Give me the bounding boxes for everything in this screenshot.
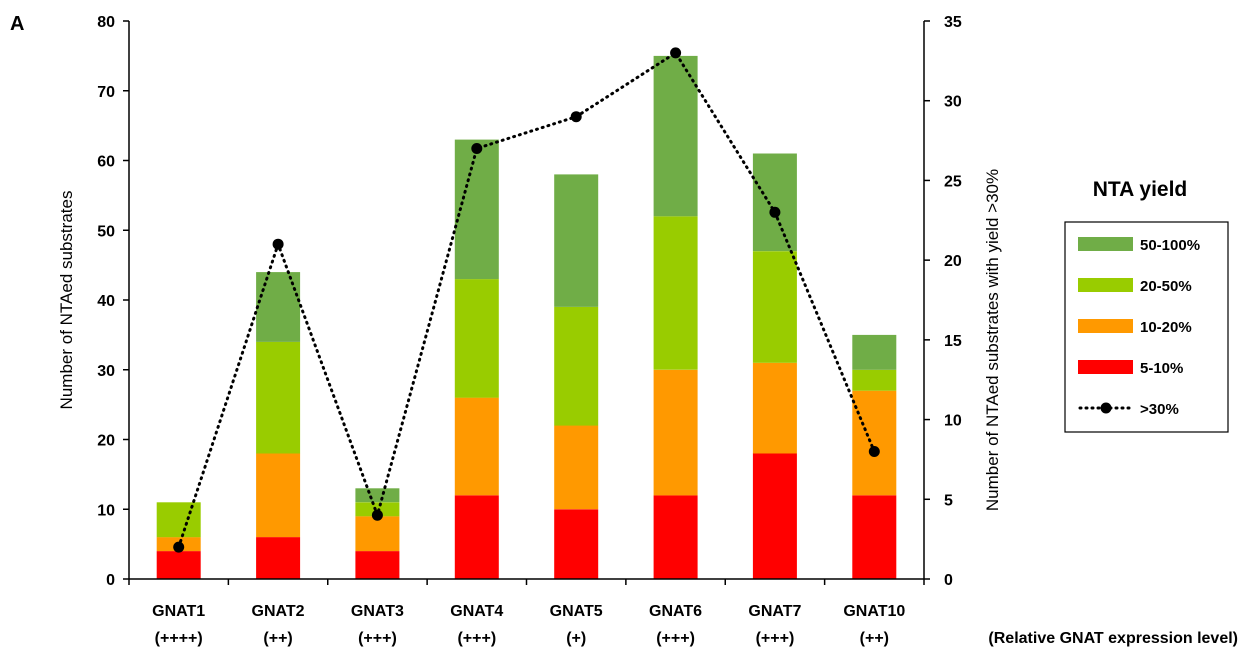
category-label: GNAT2 <box>252 603 305 620</box>
right-tick-label: 25 <box>944 173 962 190</box>
category-sublabel: (+) <box>566 630 586 647</box>
bar-segment <box>554 174 599 307</box>
category-sublabel: (+++) <box>358 630 397 647</box>
line-series <box>177 50 876 549</box>
category-sublabel: (++) <box>263 630 292 647</box>
bar-segment <box>454 279 499 398</box>
axes-layer <box>123 20 930 585</box>
right-tick-label: 10 <box>944 413 962 430</box>
bar-segment <box>653 55 698 217</box>
legend-swatch <box>1078 319 1133 333</box>
line-point <box>670 47 682 59</box>
bar-segment <box>752 453 797 579</box>
left-tick-label: 30 <box>97 363 115 380</box>
right-tick-label: 5 <box>944 492 953 509</box>
left-tick-label: 20 <box>97 433 115 450</box>
panel-label: A <box>10 13 24 35</box>
legend-label: >30% <box>1140 401 1179 418</box>
left-tick-label: 70 <box>97 84 115 101</box>
bar-segment <box>653 216 698 370</box>
category-label: GNAT3 <box>351 603 404 620</box>
left-tick-label: 10 <box>97 502 115 519</box>
bar-segment <box>256 453 301 538</box>
line-point <box>173 541 185 553</box>
bar-segment <box>256 341 301 454</box>
x-annotation: (Relative GNAT expression level) <box>988 630 1238 647</box>
legend: NTA yield 50-100% 20-50% 10-20% 5-10% >30% <box>1064 178 1229 433</box>
right-tick-label: 30 <box>944 94 962 111</box>
right-tick-label: 15 <box>944 333 962 350</box>
y2-axis-title: Number of NTAed substrates with yield >3… <box>983 169 1002 511</box>
category-label: GNAT4 <box>450 603 503 620</box>
legend-label: 20-50% <box>1140 278 1192 295</box>
legend-swatch <box>1078 360 1133 374</box>
bar-segment <box>752 251 797 363</box>
category-sublabel: (+++) <box>656 630 695 647</box>
bar-segment <box>852 390 897 496</box>
right-tick-label: 20 <box>944 253 962 270</box>
line-point <box>471 143 483 154</box>
line-point <box>570 111 582 123</box>
line-point <box>371 509 383 521</box>
left-tick-label: 40 <box>97 293 115 310</box>
bar-segment <box>852 334 897 370</box>
left-tick-label: 0 <box>106 572 115 589</box>
legend-label: 10-20% <box>1140 319 1192 336</box>
bar-segment <box>355 551 400 579</box>
line-point <box>868 446 880 457</box>
legend-swatch <box>1078 278 1133 292</box>
bar-segment <box>852 495 897 579</box>
bar-segment <box>256 537 301 579</box>
left-tick-label: 60 <box>97 154 115 171</box>
bar-segment <box>653 495 698 579</box>
bar-segment <box>355 516 400 552</box>
bar-segment <box>752 153 797 252</box>
right-tick-label: 35 <box>944 14 962 31</box>
category-sublabel: (++) <box>860 630 889 647</box>
bar-segment <box>355 488 400 503</box>
bar-segment <box>355 502 400 517</box>
category-label: GNAT1 <box>152 603 205 620</box>
legend-marker <box>1100 402 1112 414</box>
bar-segment <box>156 502 201 538</box>
left-tick-label: 80 <box>97 14 115 31</box>
bar-segment <box>653 369 698 496</box>
line-point <box>769 206 781 218</box>
category-label: GNAT10 <box>843 603 905 620</box>
category-sublabel: (+++) <box>457 630 496 647</box>
legend-label: 50-100% <box>1140 237 1200 254</box>
left-tick-label: 50 <box>97 223 115 240</box>
y-axis-title: Number of NTAed substrates <box>57 191 76 410</box>
bars-layer <box>156 55 897 580</box>
bar-segment <box>752 362 797 454</box>
labels-layer: 0 10 20 30 40 50 60 70 80 0 5 10 15 20 25 30 35 GNAT1 (+++… <box>57 14 1238 647</box>
category-sublabel: (++++) <box>155 630 203 647</box>
bar-segment <box>454 139 499 280</box>
bar-segment <box>554 307 599 426</box>
bar-segment <box>156 551 201 579</box>
bar-segment <box>554 509 599 580</box>
category-label: GNAT6 <box>649 603 702 620</box>
bar-segment <box>554 425 599 510</box>
right-tick-label: 0 <box>944 572 953 589</box>
legend-swatch <box>1078 237 1133 251</box>
legend-label: 5-10% <box>1140 360 1183 377</box>
category-label: GNAT5 <box>550 603 603 620</box>
legend-title: NTA yield <box>1093 178 1188 201</box>
bar-segment <box>852 369 897 391</box>
line-layer <box>173 47 880 553</box>
category-sublabel: (+++) <box>756 630 795 647</box>
bar-segment <box>454 397 499 496</box>
bar-segment <box>454 495 499 579</box>
line-point <box>272 238 284 250</box>
category-label: GNAT7 <box>748 603 801 620</box>
